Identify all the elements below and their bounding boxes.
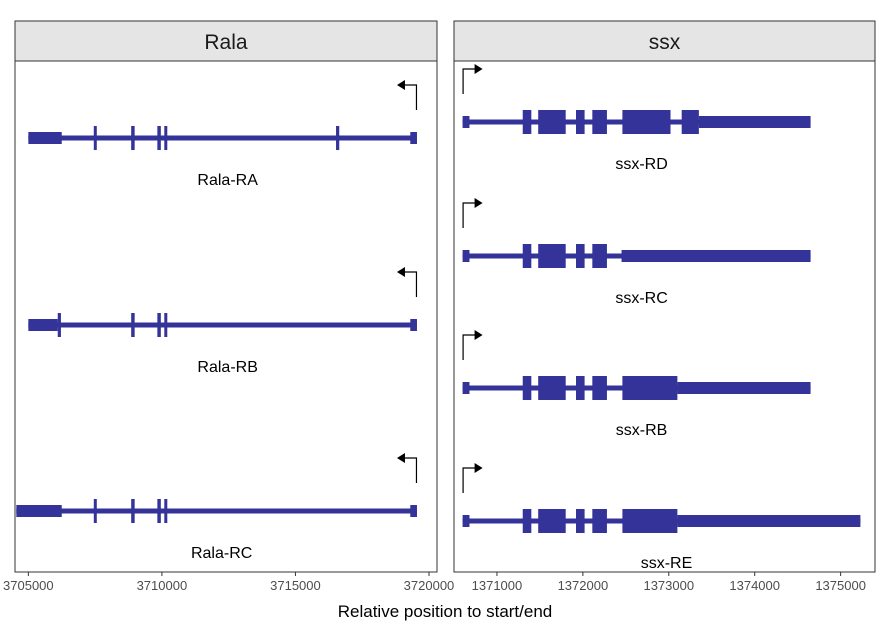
utr-block [16, 505, 62, 517]
panel-ssx: ssx ssx-RD ssx-RC ssx-RB ssx-RE 1371000 137200… [453, 20, 876, 593]
facet-strip [453, 20, 876, 62]
tss-arrowhead [474, 330, 483, 340]
cds-block [164, 126, 168, 150]
tss-arrowhead [474, 64, 483, 74]
utr-block [621, 250, 811, 262]
transcript-label: ssx-RD [615, 156, 667, 173]
transcript-rala-ra: Rala-RA [28, 80, 418, 189]
x-tick-label: 3705000 [3, 578, 54, 593]
cds-block [622, 509, 678, 533]
facet-strip-label: Rala [204, 31, 248, 54]
cds-block [157, 499, 161, 523]
tss-arrow [462, 334, 477, 360]
tss-arrow [462, 202, 477, 228]
cds-block [131, 313, 135, 337]
cds-block [157, 126, 161, 150]
x-axis-title: Relative position to start/end [338, 602, 553, 621]
transcript-label: ssx-RB [616, 422, 668, 439]
x-tick-label: 3715000 [270, 578, 321, 593]
x-tick-label: 1373000 [643, 578, 694, 593]
transcript-label: Rala-RC [191, 545, 252, 562]
x-tick-label: 3710000 [137, 578, 188, 593]
cds-block [622, 110, 671, 134]
panel-border [453, 60, 876, 573]
tss-arrow [402, 84, 418, 110]
cds-block [592, 244, 607, 268]
transcript-label: ssx-RC [615, 290, 667, 307]
utr-block [462, 116, 470, 128]
utr-block [410, 505, 417, 517]
cds-block [157, 313, 161, 337]
tss-arrow [462, 467, 477, 493]
cds-block [538, 509, 566, 533]
utr-block [462, 515, 470, 527]
facet-strip-label: ssx [649, 31, 681, 54]
utr-block [462, 250, 470, 262]
panel-rala: Rala Rala-RA Rala-RB Rala-RC 3705000 3710000 3… [3, 20, 455, 593]
cds-block [164, 499, 168, 523]
x-tick-label: 1371000 [472, 578, 523, 593]
utr-block [410, 132, 417, 144]
tss-arrow [402, 457, 418, 483]
facet-strip [14, 20, 438, 62]
transcript-label: ssx-RE [641, 555, 693, 572]
tss-arrowhead [396, 267, 405, 277]
transcript-label: Rala-RB [197, 359, 257, 376]
utr-block [410, 319, 417, 331]
cds-block [131, 126, 135, 150]
transcript-label: Rala-RA [197, 172, 258, 189]
transcript-ssx-rd: ssx-RD [462, 64, 811, 173]
utr-block [677, 382, 811, 394]
transcript-ssx-rb: ssx-RB [462, 330, 811, 439]
cds-block [592, 376, 607, 400]
transcript-rala-rc: Rala-RC [16, 453, 418, 562]
cds-block [336, 126, 340, 150]
tss-arrow [462, 68, 477, 94]
utr-block [677, 515, 861, 527]
panel-border [14, 60, 438, 573]
cds-block [538, 376, 566, 400]
cds-block [93, 499, 97, 523]
tss-arrowhead [474, 463, 483, 473]
cds-block [681, 110, 699, 134]
cds-block [576, 244, 585, 268]
cds-block [622, 376, 678, 400]
x-tick-label: 3720000 [404, 578, 455, 593]
transcript-ssx-rc: ssx-RC [462, 198, 811, 307]
cds-block [592, 509, 607, 533]
x-tick-label: 1372000 [558, 578, 609, 593]
transcript-rala-rb: Rala-RB [28, 267, 418, 376]
cds-block [592, 110, 607, 134]
cds-block [93, 126, 97, 150]
utr-block [28, 132, 62, 144]
cds-block [576, 110, 585, 134]
cds-block [522, 244, 532, 268]
cds-block [522, 376, 532, 400]
cds-block [576, 509, 585, 533]
utr-block [698, 116, 811, 128]
tss-arrowhead [396, 80, 405, 90]
cds-block [522, 509, 532, 533]
tss-arrowhead [396, 453, 405, 463]
tss-arrowhead [474, 198, 483, 208]
cds-block [131, 499, 135, 523]
cds-block [538, 244, 566, 268]
transcript-ssx-re: ssx-RE [462, 463, 861, 572]
cds-block [522, 110, 532, 134]
x-tick-label: 1375000 [815, 578, 866, 593]
x-tick-label: 1374000 [729, 578, 780, 593]
cds-block [164, 313, 168, 337]
cds-block [57, 313, 61, 337]
cds-block [576, 376, 585, 400]
tss-arrow [402, 271, 418, 297]
utr-block [28, 319, 58, 331]
facet-panels: Rala Rala-RA Rala-RB Rala-RC 3705000 3710000 3… [3, 20, 876, 593]
cds-block [538, 110, 566, 134]
utr-block [462, 382, 470, 394]
